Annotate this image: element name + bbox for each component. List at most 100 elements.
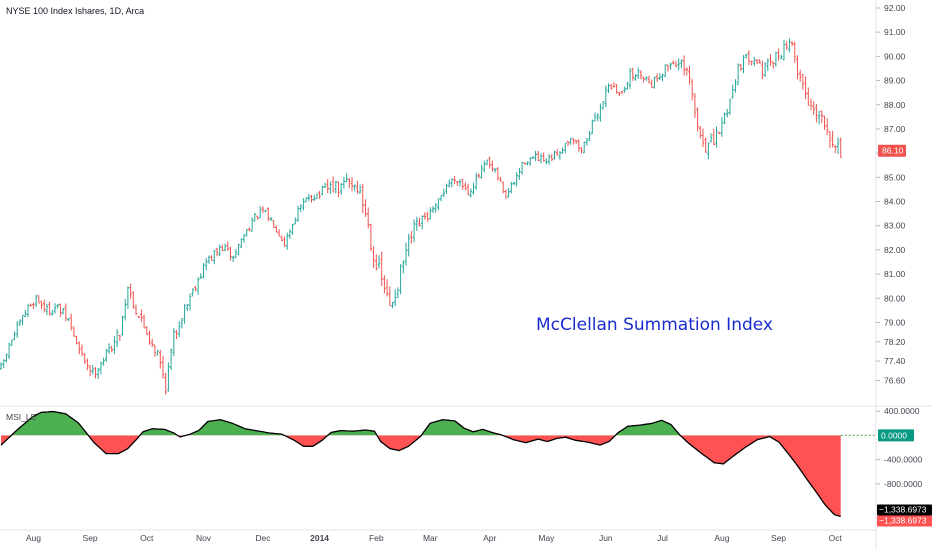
time-tick-label: Aug bbox=[26, 533, 41, 543]
last-value-badge-dark bbox=[877, 504, 932, 516]
ohlc-bar bbox=[134, 304, 138, 315]
indicator-pane: MSI_LE bbox=[0, 410, 876, 518]
ohlc-bar bbox=[80, 344, 84, 357]
ohlc-bar bbox=[294, 217, 297, 225]
ohlc-bar bbox=[150, 338, 154, 348]
ohlc-bar bbox=[766, 58, 770, 71]
ohlc-bar bbox=[577, 139, 581, 152]
price-tick-label: 85.00 bbox=[884, 172, 906, 182]
ohlc-bar bbox=[129, 283, 132, 299]
price-tick-label: 84.00 bbox=[884, 197, 906, 207]
negative-area bbox=[1, 435, 841, 517]
ohlc-bar bbox=[61, 307, 65, 315]
ohlc-bar bbox=[318, 190, 321, 200]
ohlc-bar bbox=[753, 56, 756, 67]
ohlc-bar bbox=[582, 141, 586, 154]
ohlc-bar bbox=[726, 108, 729, 118]
last-price-badge bbox=[878, 144, 906, 157]
ohlc-bar bbox=[801, 74, 805, 90]
price-tick-label: 89.00 bbox=[884, 76, 906, 86]
ohlc-bar bbox=[107, 343, 111, 354]
ohlc-bar bbox=[364, 199, 367, 217]
ohlc-bar bbox=[121, 315, 124, 336]
ohlc-bar bbox=[604, 85, 608, 108]
ohlc-bar bbox=[736, 63, 740, 85]
ohlc-bar bbox=[229, 246, 232, 261]
time-tick-label: Sep bbox=[83, 533, 98, 543]
price-tick-label: 91.00 bbox=[884, 27, 906, 37]
ohlc-bar bbox=[771, 61, 775, 69]
ohlc-bar bbox=[763, 62, 767, 77]
ohlc-bar bbox=[458, 179, 462, 187]
ohlc-bar bbox=[580, 147, 583, 154]
ohlc-bar bbox=[474, 172, 478, 190]
ohlc-bar bbox=[110, 346, 113, 353]
ohlc-bar bbox=[51, 309, 54, 316]
ohlc-bar bbox=[123, 298, 127, 321]
ohlc-bar bbox=[823, 115, 826, 130]
time-tick-label: Jul bbox=[657, 533, 668, 543]
ohlc-bar bbox=[285, 232, 289, 250]
price-tick-label: 92.00 bbox=[884, 3, 906, 13]
ohlc-bar bbox=[501, 181, 505, 194]
zero-badge bbox=[878, 429, 914, 442]
last-value-label-dark: −1,338.6973 bbox=[879, 504, 927, 514]
ohlc-bar bbox=[339, 183, 343, 195]
ohlc-bar bbox=[196, 277, 200, 295]
ohlc-bar bbox=[715, 126, 718, 148]
ohlc-bar bbox=[469, 188, 473, 198]
ohlc-bar bbox=[321, 185, 324, 196]
indicator-tick-label: -400.0000 bbox=[884, 455, 923, 465]
ohlc-bar bbox=[477, 173, 481, 179]
ohlc-bar bbox=[466, 183, 470, 196]
ohlc-bar bbox=[555, 149, 559, 156]
ohlc-bar bbox=[693, 93, 697, 118]
ohlc-bar bbox=[618, 91, 621, 96]
ohlc-bar bbox=[326, 178, 329, 194]
ohlc-bar bbox=[820, 110, 824, 124]
ohlc-bar bbox=[485, 159, 489, 166]
ohlc-bar bbox=[13, 331, 16, 341]
time-tick-label: Nov bbox=[196, 533, 212, 543]
ohlc-bar bbox=[755, 58, 759, 65]
ohlc-bar bbox=[828, 131, 832, 148]
ohlc-bar bbox=[523, 162, 527, 165]
ohlc-bar bbox=[790, 41, 794, 47]
ohlc-bar bbox=[231, 255, 235, 262]
price-tick-label: 77.40 bbox=[884, 356, 906, 366]
ohlc-bar bbox=[183, 304, 186, 324]
price-pane bbox=[0, 38, 842, 395]
ohlc-bar bbox=[793, 41, 797, 63]
ohlc-bar bbox=[601, 101, 605, 110]
ohlc-bar bbox=[645, 76, 648, 82]
ohlc-bar bbox=[240, 238, 243, 249]
ohlc-bar bbox=[639, 70, 643, 80]
ohlc-bar bbox=[483, 160, 486, 173]
ohlc-bar bbox=[310, 195, 313, 203]
ohlc-bar bbox=[812, 101, 815, 115]
time-tick-label: Aug bbox=[714, 533, 729, 543]
ohlc-bar bbox=[334, 180, 338, 194]
ohlc-bar bbox=[5, 353, 8, 363]
time-axis: Aug Sep Oct Nov Dec 2014 Feb Mar Apr May Jun Jul Aug… bbox=[26, 533, 843, 543]
ohlc-bar bbox=[825, 118, 829, 136]
indicator-tick-label: -800.0000 bbox=[884, 479, 923, 489]
ohlc-bar bbox=[496, 167, 500, 181]
ohlc-bar bbox=[785, 41, 788, 51]
indicator-title: MSI_LE bbox=[6, 412, 37, 422]
ohlc-bar bbox=[323, 182, 327, 188]
time-tick-label: Oct bbox=[140, 533, 154, 543]
ohlc-bar bbox=[53, 303, 57, 314]
ohlc-bar bbox=[690, 78, 694, 101]
ohlc-bar bbox=[83, 353, 86, 364]
ohlc-bar bbox=[607, 83, 610, 93]
ohlc-bar bbox=[159, 349, 162, 369]
ohlc-bar bbox=[272, 220, 275, 228]
ohlc-bar bbox=[434, 203, 437, 213]
ohlc-bar bbox=[296, 205, 300, 223]
time-tick-label: May bbox=[538, 533, 555, 543]
price-tick-label: 79.00 bbox=[884, 317, 906, 327]
ohlc-bar bbox=[499, 176, 502, 182]
ohlc-bar bbox=[661, 73, 664, 82]
